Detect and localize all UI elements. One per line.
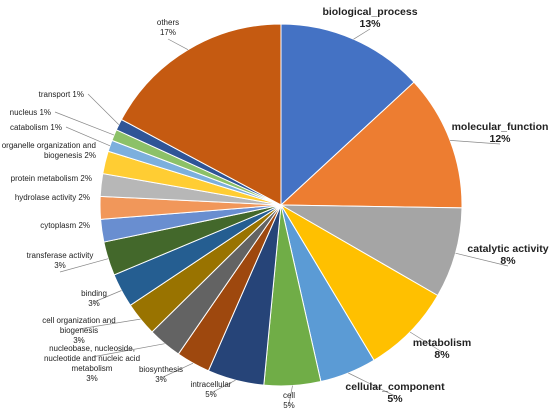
slice-label-9: cell organization and biogenesis 3% <box>42 316 115 345</box>
pie-slice-2 <box>279 204 463 297</box>
slice-label-10: binding 3% <box>81 289 107 308</box>
slice-label-6: intracellular 5% <box>191 380 232 399</box>
slice-label-16: catabolism 1% <box>10 123 62 132</box>
leader-line-7 <box>160 362 194 379</box>
leader-line-0 <box>353 28 371 40</box>
slice-label-7: biosynthesis 3% <box>139 365 183 384</box>
pie-slices <box>99 23 463 387</box>
leader-line-1 <box>450 140 501 145</box>
leader-line-3 <box>409 331 443 353</box>
slice-label-1: molecular_function 12% <box>452 121 549 145</box>
leader-line-11 <box>59 258 109 273</box>
slice-label-8: nucleobase, nucleoside, nucleotide and nu… <box>44 344 140 383</box>
slice-label-18: transport 1% <box>39 90 84 99</box>
leader-line-6 <box>210 379 236 394</box>
slice-label-5: cell 5% <box>283 391 295 410</box>
leader-line-9 <box>78 318 141 330</box>
leader-line-10 <box>93 290 122 303</box>
leader-line-19 <box>167 38 189 51</box>
slice-label-17: nucleus 1% <box>10 108 51 117</box>
slice-label-0: biological_process 13% <box>322 6 417 30</box>
slice-label-12: cytoplasm 2% <box>40 221 90 230</box>
slice-label-11: transferase activity 3% <box>27 251 94 270</box>
pie-slice-1 <box>279 81 463 209</box>
pie-slice-19 <box>120 23 282 206</box>
pie-slice-3 <box>279 203 439 361</box>
slice-label-19: others 17% <box>157 18 179 37</box>
slice-label-2: catalytic activity 8% <box>467 243 548 267</box>
slice-labels: biological_process 13% molecular_function 1… <box>2 6 549 410</box>
slice-label-15: organelle organization and biogenesis 2% <box>2 141 96 160</box>
slice-label-4: cellular_component 5% <box>345 381 445 405</box>
slice-label-14: protein metabolism 2% <box>11 174 92 183</box>
leader-line-2 <box>455 252 509 267</box>
slice-label-3: metabolism 8% <box>413 337 471 361</box>
leader-line-18 <box>87 93 120 125</box>
leader-line-8 <box>91 343 165 358</box>
slice-label-13: hydrolase activity 2% <box>15 193 90 202</box>
leader-line-4 <box>348 372 396 397</box>
pie-slice-0 <box>280 23 415 207</box>
leader-lines <box>54 28 509 405</box>
leader-line-5 <box>288 385 293 405</box>
leader-line-17 <box>54 111 115 136</box>
leader-line-16 <box>65 126 111 147</box>
